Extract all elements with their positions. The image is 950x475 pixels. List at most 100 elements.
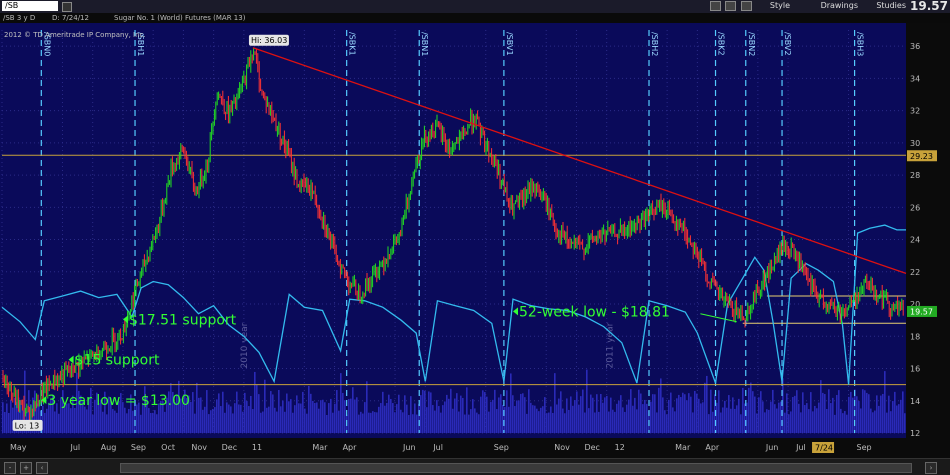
volume-bar [334, 403, 336, 433]
high-marker [248, 34, 289, 46]
volume-bar [522, 393, 524, 433]
studies-button[interactable]: Studies [876, 1, 906, 10]
volume-bar [114, 410, 116, 433]
volume-bar [748, 387, 750, 433]
high-label: Hi: 36.03 [251, 36, 287, 45]
volume-bar [350, 398, 352, 433]
x-tick-label: Nov [191, 443, 207, 452]
style-button[interactable]: Style [769, 1, 790, 10]
volume-bar [470, 409, 472, 433]
volume-bar [436, 400, 438, 433]
volume-bar [316, 402, 318, 433]
volume-bar [94, 399, 96, 433]
time-scrollbar[interactable]: - + ‹ › [0, 458, 950, 475]
volume-bar [534, 405, 536, 433]
volume-bar [636, 409, 638, 433]
volume-bar [222, 391, 224, 433]
volume-bar [232, 413, 234, 433]
volume-bar [552, 412, 554, 433]
x-tick-label: Nov [554, 443, 570, 452]
volume-bar [84, 406, 86, 433]
volume-bar [764, 412, 766, 433]
volume-bar [510, 373, 512, 433]
volume-bar [708, 414, 710, 433]
volume-bar [634, 397, 636, 433]
volume-bar [588, 408, 590, 433]
volume-bar [508, 406, 510, 433]
volume-bar [514, 406, 516, 433]
volume-bar [150, 412, 152, 433]
volume-bar [258, 394, 260, 433]
y-tick-label: 32 [910, 107, 920, 116]
y-tick-label: 16 [910, 365, 920, 374]
volume-bar [772, 389, 774, 433]
volume-bar [840, 408, 842, 433]
volume-bar [12, 407, 14, 433]
volume-bar [306, 413, 308, 433]
volume-bar [722, 407, 724, 433]
volume-bar [70, 408, 72, 433]
volume-bar [140, 414, 142, 433]
volume-bar [366, 381, 368, 433]
time-axis-area [0, 438, 950, 458]
contract-roll-label: /SBV2 [783, 32, 792, 56]
volume-bar [96, 392, 98, 433]
y-tick-label: 22 [910, 268, 920, 277]
scroll-right-icon[interactable]: › [925, 462, 937, 474]
volume-bar [898, 404, 900, 433]
volume-bar [672, 407, 674, 433]
volume-bar [460, 395, 462, 433]
volume-bar [894, 391, 896, 433]
volume-bar [820, 380, 822, 433]
volume-bar [848, 396, 850, 433]
symbol-input[interactable]: /SB [2, 1, 58, 11]
volume-bar [14, 397, 16, 433]
volume-bar [724, 400, 726, 433]
volume-bar [770, 401, 772, 433]
scroll-left-icon[interactable]: ‹ [36, 462, 48, 474]
settings-icon[interactable] [725, 1, 736, 11]
zoom-out-icon[interactable]: - [4, 462, 16, 474]
volume-bar [206, 390, 208, 433]
link-icon[interactable] [710, 1, 721, 11]
quote-field: /SB 3 y D [3, 14, 36, 22]
volume-bar [494, 389, 496, 433]
volume-bar [186, 398, 188, 433]
volume-bar [654, 394, 656, 433]
volume-bar [410, 396, 412, 433]
volume-bar [66, 403, 68, 433]
volume-bar [812, 411, 814, 433]
volume-bar [184, 389, 186, 433]
volume-bar [472, 399, 474, 433]
volume-bar [78, 390, 80, 433]
volume-bar [196, 382, 198, 433]
x-tick-label: Dec [222, 443, 237, 452]
volume-bar [304, 408, 306, 433]
volume-bar [860, 408, 862, 433]
volume-bar [254, 371, 256, 433]
volume-bar [498, 397, 500, 433]
style-icon[interactable] [741, 1, 755, 11]
price-chart[interactable]: 2010 year 2011 year/SBN0/SBH1/SBK1/SBN1/S… [0, 23, 950, 458]
scroll-thumb[interactable] [120, 463, 912, 473]
drawings-button[interactable]: Drawings [820, 1, 858, 10]
low-marker [12, 419, 43, 431]
volume-bar [546, 413, 548, 433]
volume-bar [398, 394, 400, 433]
volume-bar [318, 408, 320, 433]
volume-bar [72, 395, 74, 433]
volume-bar [756, 413, 758, 433]
volume-bar [272, 394, 274, 433]
zoom-in-icon[interactable]: + [20, 462, 32, 474]
volume-bar [208, 414, 210, 433]
annotation-label: $15 support [75, 353, 160, 369]
volume-bar [626, 404, 628, 433]
volume-bar [684, 394, 686, 433]
dropdown-icon[interactable] [62, 2, 72, 12]
volume-bar [118, 401, 120, 433]
volume-bar [18, 397, 20, 433]
volume-bar [4, 411, 6, 433]
volume-bar [520, 393, 522, 433]
volume-bar [198, 397, 200, 433]
volume-bar [556, 404, 558, 433]
